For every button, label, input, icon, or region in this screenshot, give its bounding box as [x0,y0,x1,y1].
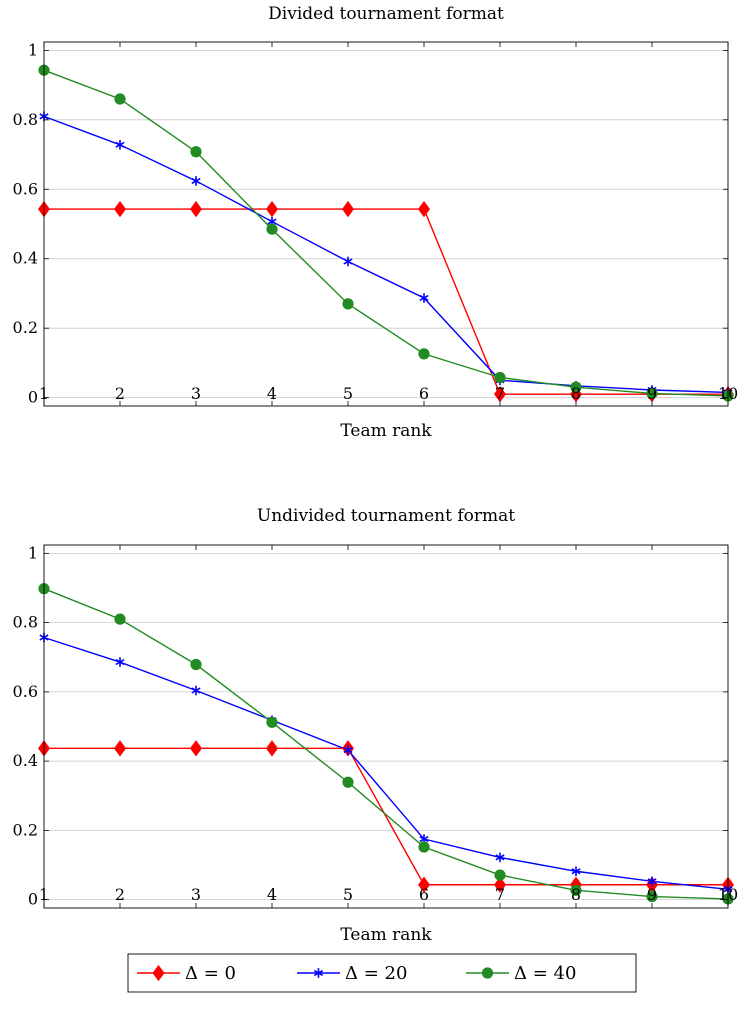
y-tick-label: 1 [28,40,38,59]
y-tick-label: 0 [28,890,38,909]
x-tick-label: 10 [718,384,738,403]
data-point-circle [190,658,202,671]
x-axis-label: Team rank [340,925,432,945]
x-tick-label: 6 [419,384,429,403]
data-point-diamond [190,740,202,757]
data-point-diamond [494,876,506,893]
data-point-diamond [266,200,278,218]
y-tick-label: 0.2 [13,318,38,337]
series-line-delta-20 [43,115,729,394]
data-point-circle [646,890,658,903]
legend-box [127,953,637,993]
plot-frame [43,41,729,407]
legend-label: Δ = 40 [514,963,576,984]
legend-label: Δ = 0 [185,963,236,984]
data-point-star [115,140,125,150]
x-tick-label: 9 [647,384,657,403]
x-tick-label: 8 [571,885,581,904]
data-point-star [571,866,581,877]
data-point-circle [190,146,202,158]
data-point-star [343,745,353,755]
series-line-delta-0 [44,208,728,395]
data-point-circle [418,841,430,853]
legend-entry: Δ = 20 [297,963,407,984]
legend-marker-star [313,968,324,978]
y-tick-label: 0.8 [13,110,38,129]
x-tick-label: 5 [343,384,353,403]
data-point-star [115,657,125,667]
data-point-diamond [342,200,354,218]
y-tick-label: 0.6 [13,682,38,701]
data-point-diamond [114,200,126,218]
legend-marker-circle [481,967,494,979]
data-point-star [191,685,201,696]
data-point-circle [266,716,278,728]
x-tick-label: 7 [495,885,505,904]
data-point-star [419,293,429,303]
x-tick-label: 9 [647,885,657,904]
y-tick-label: 0.8 [13,613,38,632]
series-line-delta-20 [43,636,729,890]
data-point-star [343,256,353,267]
data-point-circle [342,298,354,310]
series-line-delta-40 [43,69,729,397]
data-point-diamond [114,740,126,757]
x-tick-label: 7 [495,384,505,403]
legend-entry: Δ = 40 [466,963,576,984]
x-tick-label: 8 [571,384,581,403]
data-point-star [191,176,201,186]
data-point-circle [114,613,126,625]
series-line-delta-40 [43,588,729,900]
y-tick-label: 0.6 [13,179,38,198]
series-line-delta-0 [44,747,728,886]
x-axis-label: Team rank [340,421,432,441]
data-point-star [495,852,505,863]
y-tick-label: 0.2 [13,820,38,839]
x-tick-label: 3 [191,885,201,904]
y-tick-label: 0.4 [13,249,38,268]
data-point-circle [418,348,430,360]
data-point-diamond [266,740,278,757]
data-point-circle [114,93,126,105]
y-tick-label: 0 [28,388,38,407]
data-point-diamond [190,200,202,218]
data-point-circle [646,387,658,400]
data-point-circle [570,884,582,896]
data-point-circle [266,223,278,235]
data-point-circle [570,381,582,393]
legend-entry: Δ = 0 [137,963,236,984]
legend: Δ = 0 Δ = 20 Δ = 40 [127,953,637,993]
x-tick-label: 4 [267,885,277,904]
x-tick-label: 2 [115,384,125,403]
data-point-circle [494,869,506,881]
chart-title: Undivided tournament format [257,506,515,526]
x-tick-label: 6 [419,885,429,904]
legend-marker-diamond [152,964,165,982]
chart-title: Divided tournament format [268,4,504,24]
legend-label: Δ = 20 [345,963,407,984]
x-tick-label: 10 [718,885,738,904]
y-tick-label: 1 [28,543,38,562]
x-tick-label: 1 [39,885,49,904]
data-point-diamond [418,876,430,893]
x-tick-label: 3 [191,384,201,403]
data-point-star [647,876,657,887]
x-tick-label: 2 [115,885,125,904]
data-point-diamond [418,200,430,218]
x-tick-label: 5 [343,885,353,904]
data-point-circle [494,371,506,384]
x-tick-label: 4 [267,384,277,403]
x-tick-label: 1 [39,384,49,403]
plot-frame [43,544,729,909]
y-tick-label: 0.4 [13,751,38,770]
data-point-circle [342,776,354,788]
chart-undivided: 0 0.2 0.4 0.6 0.8 1 1 2 3 4 5 6 7 8 9 10 Undivided tourn… [13,506,739,945]
chart-divided: 0 0.2 0.4 0.6 0.8 1 1 2 3 4 5 6 7 8 9 10 Divided tournam… [13,4,739,441]
